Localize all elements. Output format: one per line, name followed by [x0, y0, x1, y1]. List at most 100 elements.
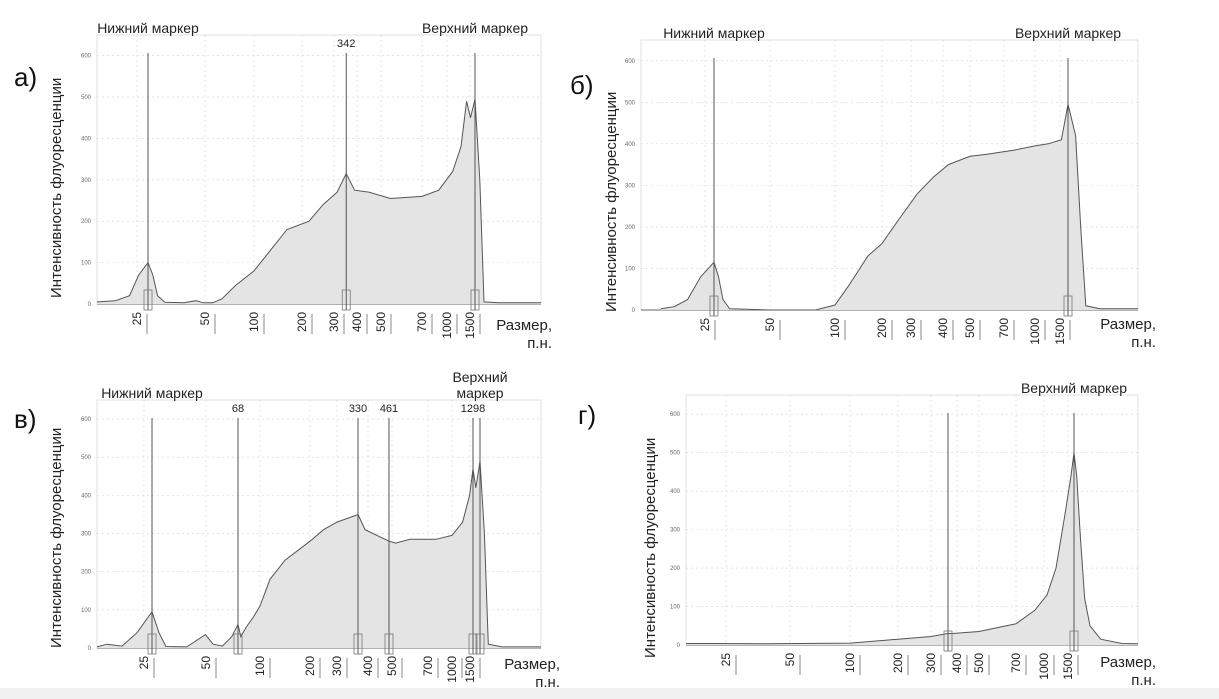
x-tick-label: 1000 [445, 656, 459, 683]
x-tick-label: 200 [875, 318, 889, 338]
x-tick-label: 400 [936, 318, 950, 338]
x-tick-label: 1500 [463, 312, 477, 339]
x-unit-label: Размер, [1100, 316, 1156, 333]
y-tick-label: 0 [88, 302, 92, 308]
y-tick-label: 0 [632, 308, 636, 314]
marker-title: Нижний маркер [663, 25, 765, 41]
peak-label: 342 [337, 38, 355, 50]
y-tick-label: 100 [625, 266, 636, 272]
x-tick-label: 500 [385, 656, 399, 676]
panel-letter-c: в) [14, 404, 37, 434]
marker-box [147, 633, 157, 655]
peak-label: 461 [380, 403, 398, 415]
x-unit-label: п.н. [1131, 334, 1156, 351]
y-tick-label: 500 [625, 100, 636, 106]
x-unit-label: Размер, [496, 317, 552, 334]
panel-letter-a: а) [14, 62, 38, 92]
x-unit-label: п.н. [527, 335, 552, 352]
y-tick-label: 500 [81, 455, 92, 461]
marker-title: Верхний маркер [1015, 25, 1121, 41]
y-tick-label: 300 [81, 178, 92, 184]
x-unit-label: Размер, [504, 656, 560, 673]
y-tick-label: 400 [81, 493, 92, 499]
x-tick-label: 700 [997, 318, 1011, 338]
panel-letter-d: г) [578, 400, 597, 430]
series-line [96, 460, 541, 648]
x-tick-label: 1000 [1037, 653, 1051, 680]
marker-box [709, 295, 719, 317]
x-tick-label: 100 [843, 653, 857, 673]
x-tick-label: 50 [198, 312, 212, 326]
x-tick-label: 1000 [1028, 318, 1042, 345]
x-tick-label: 300 [327, 312, 341, 332]
x-tick-label: 200 [891, 653, 905, 673]
y-tick-label: 200 [625, 225, 636, 231]
y-tick-label: 100 [81, 608, 92, 614]
series-line [660, 104, 1138, 311]
marker-box [384, 633, 394, 655]
y-tick-label: 500 [81, 95, 92, 101]
x-tick-label: 400 [950, 653, 964, 673]
x-tick-label: 700 [421, 656, 435, 676]
marker-box [233, 633, 243, 655]
x-tick-label: 50 [199, 656, 213, 670]
marker-box [943, 630, 953, 652]
y-tick-label: 600 [670, 412, 681, 418]
y-tick-label: 100 [670, 605, 681, 611]
x-unit-label: п.н. [535, 674, 560, 691]
marker-box [143, 289, 153, 311]
marker-title: Верхний маркер [1021, 380, 1127, 396]
x-unit-label: Размер, [1100, 654, 1156, 671]
x-tick-label: 300 [904, 318, 918, 338]
marker-title: Верхний маркер [422, 20, 528, 36]
x-tick-label: 25 [719, 653, 733, 667]
marker-box [341, 289, 351, 311]
y-tick-label: 500 [670, 451, 681, 457]
y-tick-label: 100 [81, 261, 92, 267]
panel-letter-b: б) [570, 70, 594, 100]
x-tick-label: 200 [303, 656, 317, 676]
x-unit-label: п.н. [1131, 672, 1156, 689]
x-tick-label: 200 [295, 312, 309, 332]
y-tick-label: 200 [670, 566, 681, 572]
x-tick-label: 500 [972, 653, 986, 673]
y-tick-label: 400 [670, 489, 681, 495]
marker-box [475, 633, 485, 655]
y-tick-label: 200 [81, 570, 92, 576]
y-tick-label: 400 [625, 142, 636, 148]
marker-box [468, 633, 478, 655]
x-tick-label: 50 [763, 318, 777, 332]
marker-box [470, 289, 480, 311]
x-tick-label: 1500 [1053, 318, 1067, 345]
x-tick-label: 100 [253, 656, 267, 676]
y-tick-label: 300 [625, 183, 636, 189]
marker-box [1063, 295, 1073, 317]
marker-box [353, 633, 363, 655]
marker-title: Нижний маркер [97, 20, 199, 36]
peak-label: 1298 [461, 403, 485, 415]
y-tick-label: 0 [88, 646, 92, 652]
y-tick-label: 400 [81, 136, 92, 142]
y-tick-label: 600 [81, 417, 92, 423]
y-tick-label: 300 [670, 528, 681, 534]
marker-title: маркер [456, 385, 503, 401]
x-tick-label: 300 [330, 656, 344, 676]
y-tick-label: 200 [81, 219, 92, 225]
x-tick-label: 300 [924, 653, 938, 673]
series-area [660, 104, 1138, 311]
x-tick-label: 25 [698, 318, 712, 332]
x-tick-label: 500 [374, 312, 388, 332]
x-tick-label: 25 [130, 312, 144, 326]
y-tick-label: 600 [625, 59, 636, 65]
x-tick-label: 100 [247, 312, 261, 332]
peak-label: 330 [349, 403, 367, 415]
peak-label: 68 [232, 403, 244, 415]
x-tick-label: 1500 [463, 656, 477, 683]
marker-title: Нижний маркер [101, 385, 203, 401]
x-tick-label: 1000 [440, 312, 454, 339]
series-area [97, 99, 541, 304]
series-area [97, 461, 541, 648]
x-tick-label: 50 [783, 653, 797, 667]
